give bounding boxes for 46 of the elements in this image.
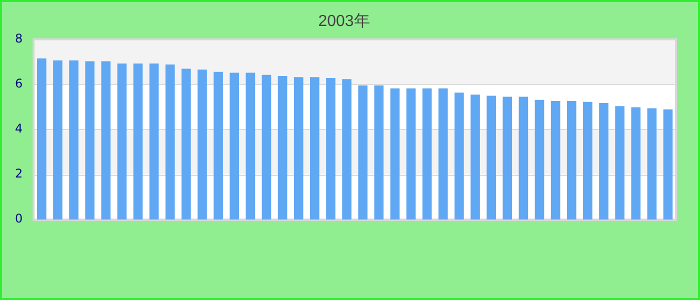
bar <box>37 58 46 220</box>
bar <box>615 106 624 220</box>
y-tick-label: 0 <box>14 212 23 226</box>
bar <box>374 85 384 220</box>
bar <box>198 70 207 220</box>
y-tick-label: 8 <box>14 31 23 46</box>
bar <box>149 64 159 220</box>
bar <box>518 96 528 220</box>
bar <box>182 68 191 220</box>
bar <box>422 88 432 220</box>
bar <box>534 100 544 220</box>
bar <box>133 64 143 220</box>
bar <box>550 100 560 220</box>
bar <box>53 60 62 220</box>
bar <box>390 88 400 220</box>
bar <box>470 94 480 220</box>
bar <box>165 64 175 220</box>
bar <box>278 76 288 220</box>
bar <box>599 103 608 220</box>
bar <box>69 60 78 220</box>
bar <box>486 96 496 220</box>
bar <box>85 61 94 220</box>
bar <box>647 108 657 220</box>
bar <box>454 92 464 220</box>
bar <box>230 72 240 220</box>
bar <box>438 88 448 220</box>
bar <box>663 109 673 220</box>
bar <box>310 77 320 220</box>
bar <box>326 78 336 220</box>
bar <box>101 61 111 220</box>
bar <box>631 107 641 220</box>
bar <box>117 64 127 220</box>
y-tick-label: 6 <box>14 76 23 90</box>
bar <box>214 72 223 220</box>
bar <box>358 85 368 220</box>
chart-subtitle: 2003年 <box>318 13 370 30</box>
bar <box>583 102 592 220</box>
bar <box>566 100 576 220</box>
bar <box>342 79 352 220</box>
y-tick-label: 2 <box>14 166 23 181</box>
bar <box>502 96 512 220</box>
bar <box>406 88 416 220</box>
y-tick-label: 4 <box>14 122 23 136</box>
bar <box>262 74 272 220</box>
bar <box>246 72 256 220</box>
bar <box>294 77 304 220</box>
